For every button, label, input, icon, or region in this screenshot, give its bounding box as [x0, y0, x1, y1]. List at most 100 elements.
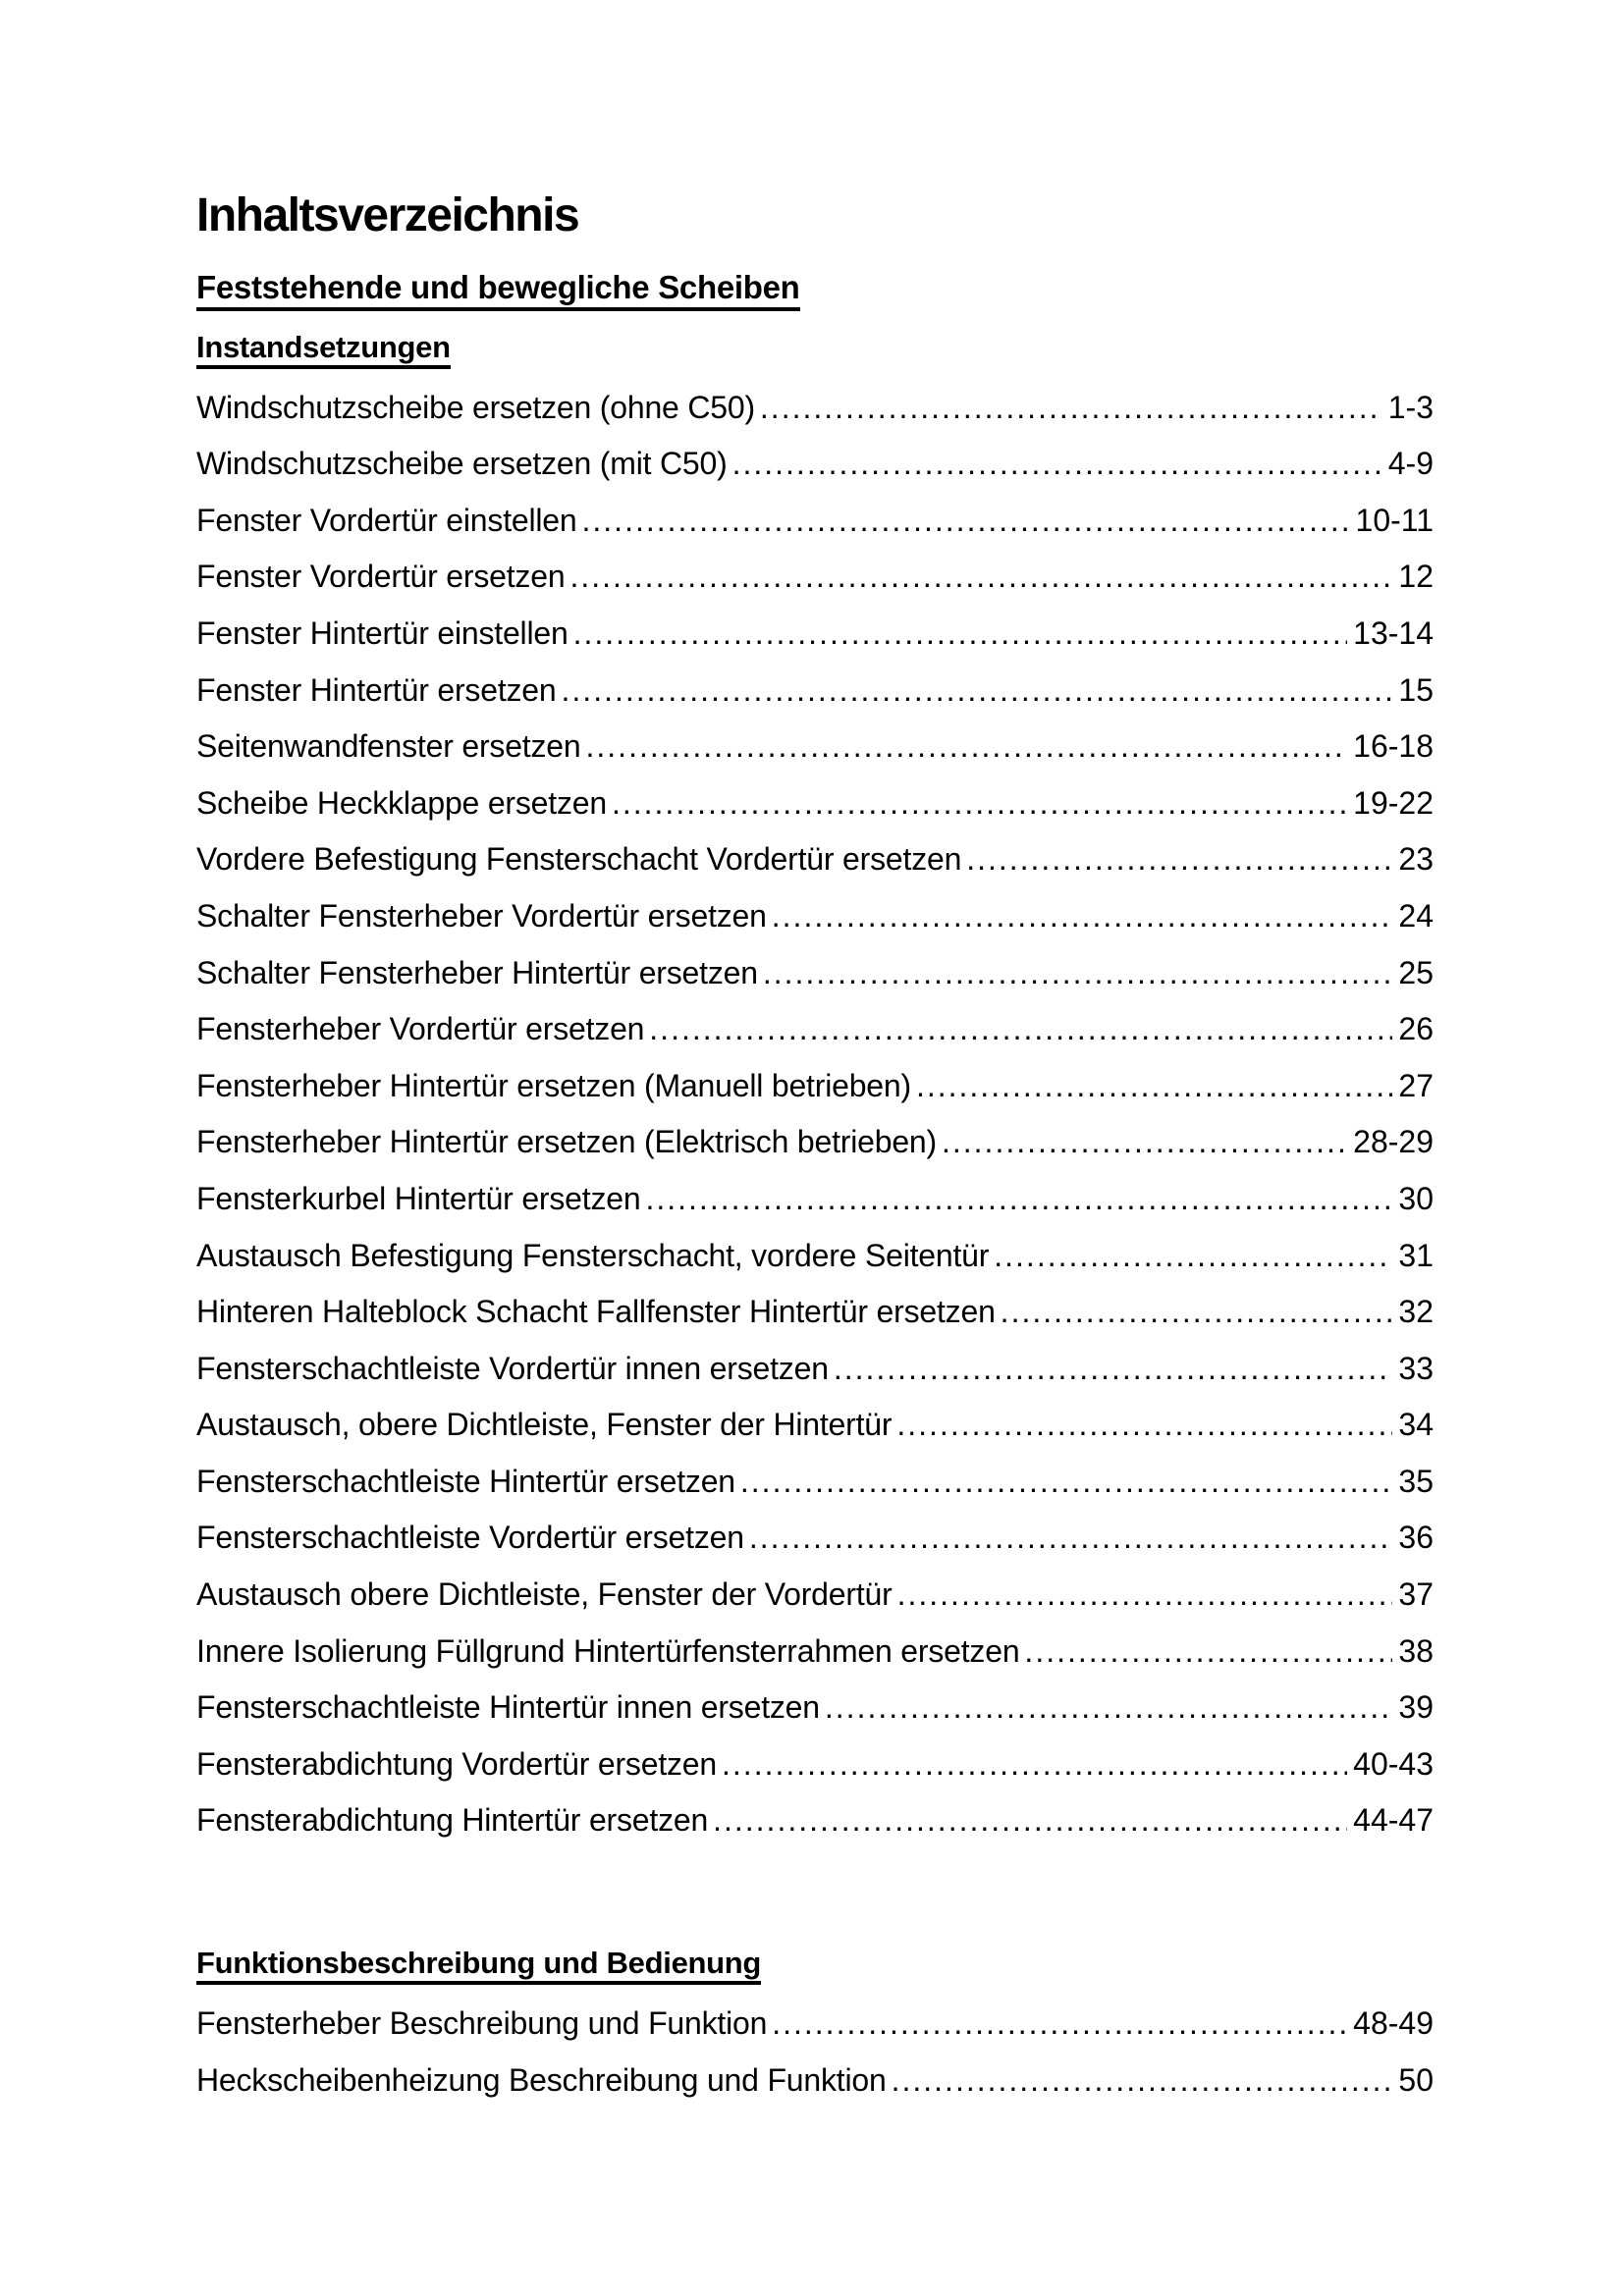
toc-entry-label: Austausch Befestigung Fensterschacht, vo… — [196, 1237, 990, 1273]
chapter-heading-text: Feststehende und bewegliche Scheiben — [196, 270, 800, 311]
toc-entry-label: Fensterabdichtung Vordertür ersetzen — [196, 1745, 718, 1782]
toc-leader-dots: ........................................… — [713, 1802, 1347, 1839]
toc-entry[interactable]: Scheibe Heckklappe ersetzen ............… — [196, 765, 1434, 822]
section-heading: Funktionsbeschreibung und Bedienung — [196, 1947, 761, 1986]
toc-entry[interactable]: Schalter Fensterheber Vordertür ersetzen… — [196, 878, 1434, 934]
toc-entry-label: Fensterschachtleiste Vordertür innen ers… — [196, 1350, 829, 1386]
toc-entry-label: Schalter Fensterheber Vordertür ersetzen — [196, 897, 767, 934]
toc-leader-dots: ........................................… — [645, 1180, 1392, 1216]
toc-entry-label: Fenster Hintertür ersetzen — [196, 671, 557, 708]
toc-entry[interactable]: Fensterheber Hintertür ersetzen (Manuell… — [196, 1047, 1434, 1104]
toc-entry-page: 44-47 — [1353, 1802, 1434, 1839]
toc-entry[interactable]: Windschutzscheibe ersetzen (mit C50) ...… — [196, 426, 1434, 483]
toc-entry[interactable]: Fensterkurbel Hintertür ersetzen .......… — [196, 1160, 1434, 1217]
toc-leader-dots: ........................................… — [891, 2061, 1393, 2098]
toc-leader-dots: ........................................… — [572, 614, 1348, 651]
toc-leader-dots: ........................................… — [896, 1407, 1392, 1443]
toc-entry-page: 48-49 — [1353, 2005, 1434, 2042]
toc-leader-dots: ........................................… — [941, 1124, 1348, 1160]
toc-entry-page: 16-18 — [1353, 728, 1434, 765]
toc-entry-label: Fenster Hintertür einstellen — [196, 614, 568, 651]
toc-entry[interactable]: Fensterabdichtung Hintertür ersetzen ...… — [196, 1783, 1434, 1840]
toc-leader-dots: ........................................… — [585, 728, 1348, 765]
toc-entry-page: 12 — [1398, 559, 1434, 595]
toc-entry[interactable]: Fensterschachtleiste Hintertür ersetzen … — [196, 1443, 1434, 1500]
toc-leader-dots: ........................................… — [748, 1520, 1393, 1556]
toc-leader-dots: ........................................… — [1024, 1632, 1392, 1669]
toc-entry[interactable]: Seitenwandfenster ersetzen .............… — [196, 709, 1434, 766]
toc-entry-label: Fensterschachtleiste Hintertür ersetzen — [196, 1463, 735, 1499]
toc-entry[interactable]: Fensterheber Beschreibung und Funktion .… — [196, 1985, 1434, 2042]
toc-entry-page: 26 — [1398, 1011, 1434, 1047]
section-heading: Instandsetzungen — [196, 331, 451, 369]
toc-entry-page: 27 — [1398, 1067, 1434, 1103]
toc-leader-dots: ........................................… — [569, 559, 1393, 595]
toc-entry-page: 24 — [1398, 897, 1434, 934]
toc-entry[interactable]: Austausch, obere Dichtleiste, Fenster de… — [196, 1387, 1434, 1444]
toc-leader-dots: ........................................… — [762, 954, 1393, 990]
toc-entry-label: Windschutzscheibe ersetzen (ohne C50) — [196, 389, 755, 425]
toc-entry-page: 32 — [1398, 1294, 1434, 1330]
toc-entry[interactable]: Fenster Hintertür einstellen ...........… — [196, 595, 1434, 652]
toc-entry[interactable]: Hinteren Halteblock Schacht Fallfenster … — [196, 1274, 1434, 1331]
toc-leader-dots: ........................................… — [833, 1350, 1393, 1386]
toc-leader-dots: ........................................… — [649, 1011, 1392, 1047]
toc-leader-dots: ........................................… — [759, 389, 1382, 425]
toc-entry[interactable]: Schalter Fensterheber Hintertür ersetzen… — [196, 934, 1434, 991]
toc-entry-page: 15 — [1398, 671, 1434, 708]
toc-entry-label: Fenster Vordertür ersetzen — [196, 559, 566, 595]
toc-entry-page: 36 — [1398, 1520, 1434, 1556]
toc-entry-page: 1-3 — [1387, 389, 1434, 425]
toc-entry-label: Fensterabdichtung Hintertür ersetzen — [196, 1802, 709, 1839]
toc-leader-dots: ........................................… — [966, 841, 1393, 878]
toc-entry[interactable]: Fenster Vordertür ersetzen .............… — [196, 539, 1434, 596]
toc-entry[interactable]: Heckscheibenheizung Beschreibung und Fun… — [196, 2042, 1434, 2099]
toc-entry-page: 28-29 — [1353, 1124, 1434, 1160]
toc-entry-label: Fensterheber Beschreibung und Funktion — [196, 2005, 768, 2042]
toc-entry[interactable]: Vordere Befestigung Fensterschacht Vorde… — [196, 822, 1434, 879]
toc-entry-label: Fensterkurbel Hintertür ersetzen — [196, 1180, 641, 1216]
toc-leader-dots: ........................................… — [611, 784, 1347, 821]
toc-entry-page: 39 — [1398, 1689, 1434, 1726]
toc-entry-label: Fensterheber Hintertür ersetzen (Elektri… — [196, 1124, 937, 1160]
chapter-heading: Feststehende und bewegliche Scheiben — [196, 270, 1434, 311]
toc-entry-list: Windschutzscheibe ersetzen (ohne C50) ..… — [196, 369, 1434, 1839]
toc-entry-page: 33 — [1398, 1350, 1434, 1386]
toc-entry-list: Fensterheber Beschreibung und Funktion .… — [196, 1985, 1434, 2098]
section-heading-row: Instandsetzungen — [196, 331, 1434, 369]
toc-entry[interactable]: Windschutzscheibe ersetzen (ohne C50) ..… — [196, 369, 1434, 426]
toc-entry-page: 38 — [1398, 1632, 1434, 1669]
toc-leader-dots: ........................................… — [824, 1689, 1393, 1726]
toc-entry-page: 50 — [1398, 2061, 1434, 2098]
page-title: Inhaltsverzeichnis — [196, 189, 580, 241]
toc-entry[interactable]: Austausch obere Dichtleiste, Fenster der… — [196, 1556, 1434, 1613]
toc-entry-label: Windschutzscheibe ersetzen (mit C50) — [196, 446, 728, 482]
toc-entry[interactable]: Fensterabdichtung Vordertür ersetzen ...… — [196, 1726, 1434, 1783]
toc-entry[interactable]: Fensterschachtleiste Vordertür innen ers… — [196, 1330, 1434, 1387]
toc-entry[interactable]: Fensterschachtleiste Hintertür innen ers… — [196, 1670, 1434, 1727]
toc-entry[interactable]: Fensterheber Hintertür ersetzen (Elektri… — [196, 1104, 1434, 1161]
toc-entry-label: Fenster Vordertür einstellen — [196, 502, 577, 538]
toc-entry-label: Heckscheibenheizung Beschreibung und Fun… — [196, 2061, 887, 2098]
toc-entry[interactable]: Fensterschachtleiste Vordertür ersetzen … — [196, 1500, 1434, 1557]
section-heading-row: Funktionsbeschreibung und Bedienung — [196, 1947, 1434, 1986]
toc-leader-dots: ........................................… — [722, 1745, 1347, 1782]
toc-section: Funktionsbeschreibung und Bedienung Fens… — [196, 1947, 1434, 2098]
toc-leader-dots: ........................................… — [581, 502, 1350, 538]
toc-entry-label: Schalter Fensterheber Hintertür ersetzen — [196, 954, 758, 990]
toc-entry[interactable]: Innere Isolierung Füllgrund Hintertürfen… — [196, 1613, 1434, 1670]
toc-entry-page: 10-11 — [1355, 502, 1434, 538]
toc-entry-page: 23 — [1398, 841, 1434, 878]
toc-entry-label: Austausch, obere Dichtleiste, Fenster de… — [196, 1407, 893, 1443]
toc-entry-page: 37 — [1398, 1576, 1434, 1613]
toc-entry-label: Fensterheber Hintertür ersetzen (Manuell… — [196, 1067, 911, 1103]
toc-entry[interactable]: Austausch Befestigung Fensterschacht, vo… — [196, 1217, 1434, 1274]
toc-entry-page: 31 — [1398, 1237, 1434, 1273]
toc-entry-page: 35 — [1398, 1463, 1434, 1499]
toc-leader-dots: ........................................… — [561, 671, 1393, 708]
toc-entry[interactable]: Fensterheber Vordertür ersetzen ........… — [196, 991, 1434, 1048]
toc-entry[interactable]: Fenster Vordertür einstellen ...........… — [196, 482, 1434, 539]
toc-entry[interactable]: Fenster Hintertür ersetzen .............… — [196, 652, 1434, 709]
toc-leader-dots: ........................................… — [731, 446, 1382, 482]
